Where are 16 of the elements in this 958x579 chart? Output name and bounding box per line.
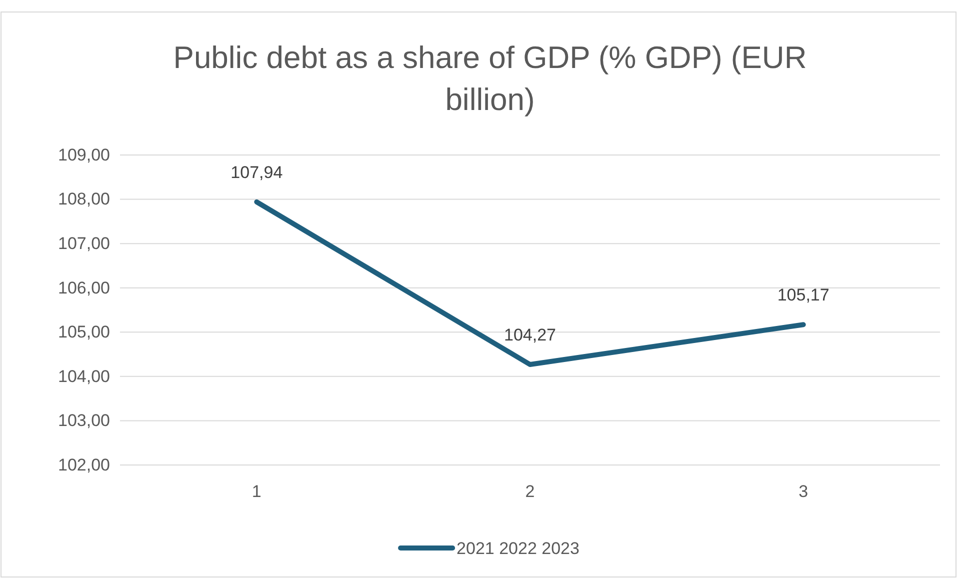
y-tick-label: 104,00 — [58, 366, 110, 386]
x-tick-label: 1 — [252, 482, 262, 502]
y-tick-label: 106,00 — [58, 278, 110, 298]
y-tick-label: 107,00 — [58, 234, 110, 254]
y-tick-label: 102,00 — [58, 455, 110, 474]
x-tick-label: 3 — [798, 482, 808, 502]
y-tick-label: 105,00 — [58, 322, 110, 342]
chart-title: Public debt as a share of GDP (% GDP) (EUR billion) — [173, 40, 807, 117]
data-label: 104,27 — [504, 325, 556, 344]
data-label: 105,17 — [777, 286, 830, 305]
y-tick-label: 109,00 — [58, 145, 110, 164]
data-label: 107,94 — [230, 162, 283, 182]
x-tick-label: 2 — [525, 482, 535, 502]
legend-label: 2021 2022 2023 — [456, 539, 580, 558]
y-tick-label: 103,00 — [58, 411, 110, 430]
y-tick-label: 108,00 — [58, 190, 110, 209]
